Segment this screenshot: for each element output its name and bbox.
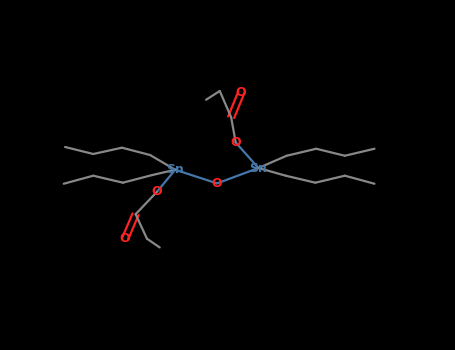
Text: O: O [152,185,162,198]
Text: Sn: Sn [249,161,268,175]
Text: O: O [212,177,222,190]
Text: O: O [120,232,131,245]
Text: O: O [230,136,241,149]
Text: Sn: Sn [166,163,184,176]
Text: O: O [236,86,247,99]
